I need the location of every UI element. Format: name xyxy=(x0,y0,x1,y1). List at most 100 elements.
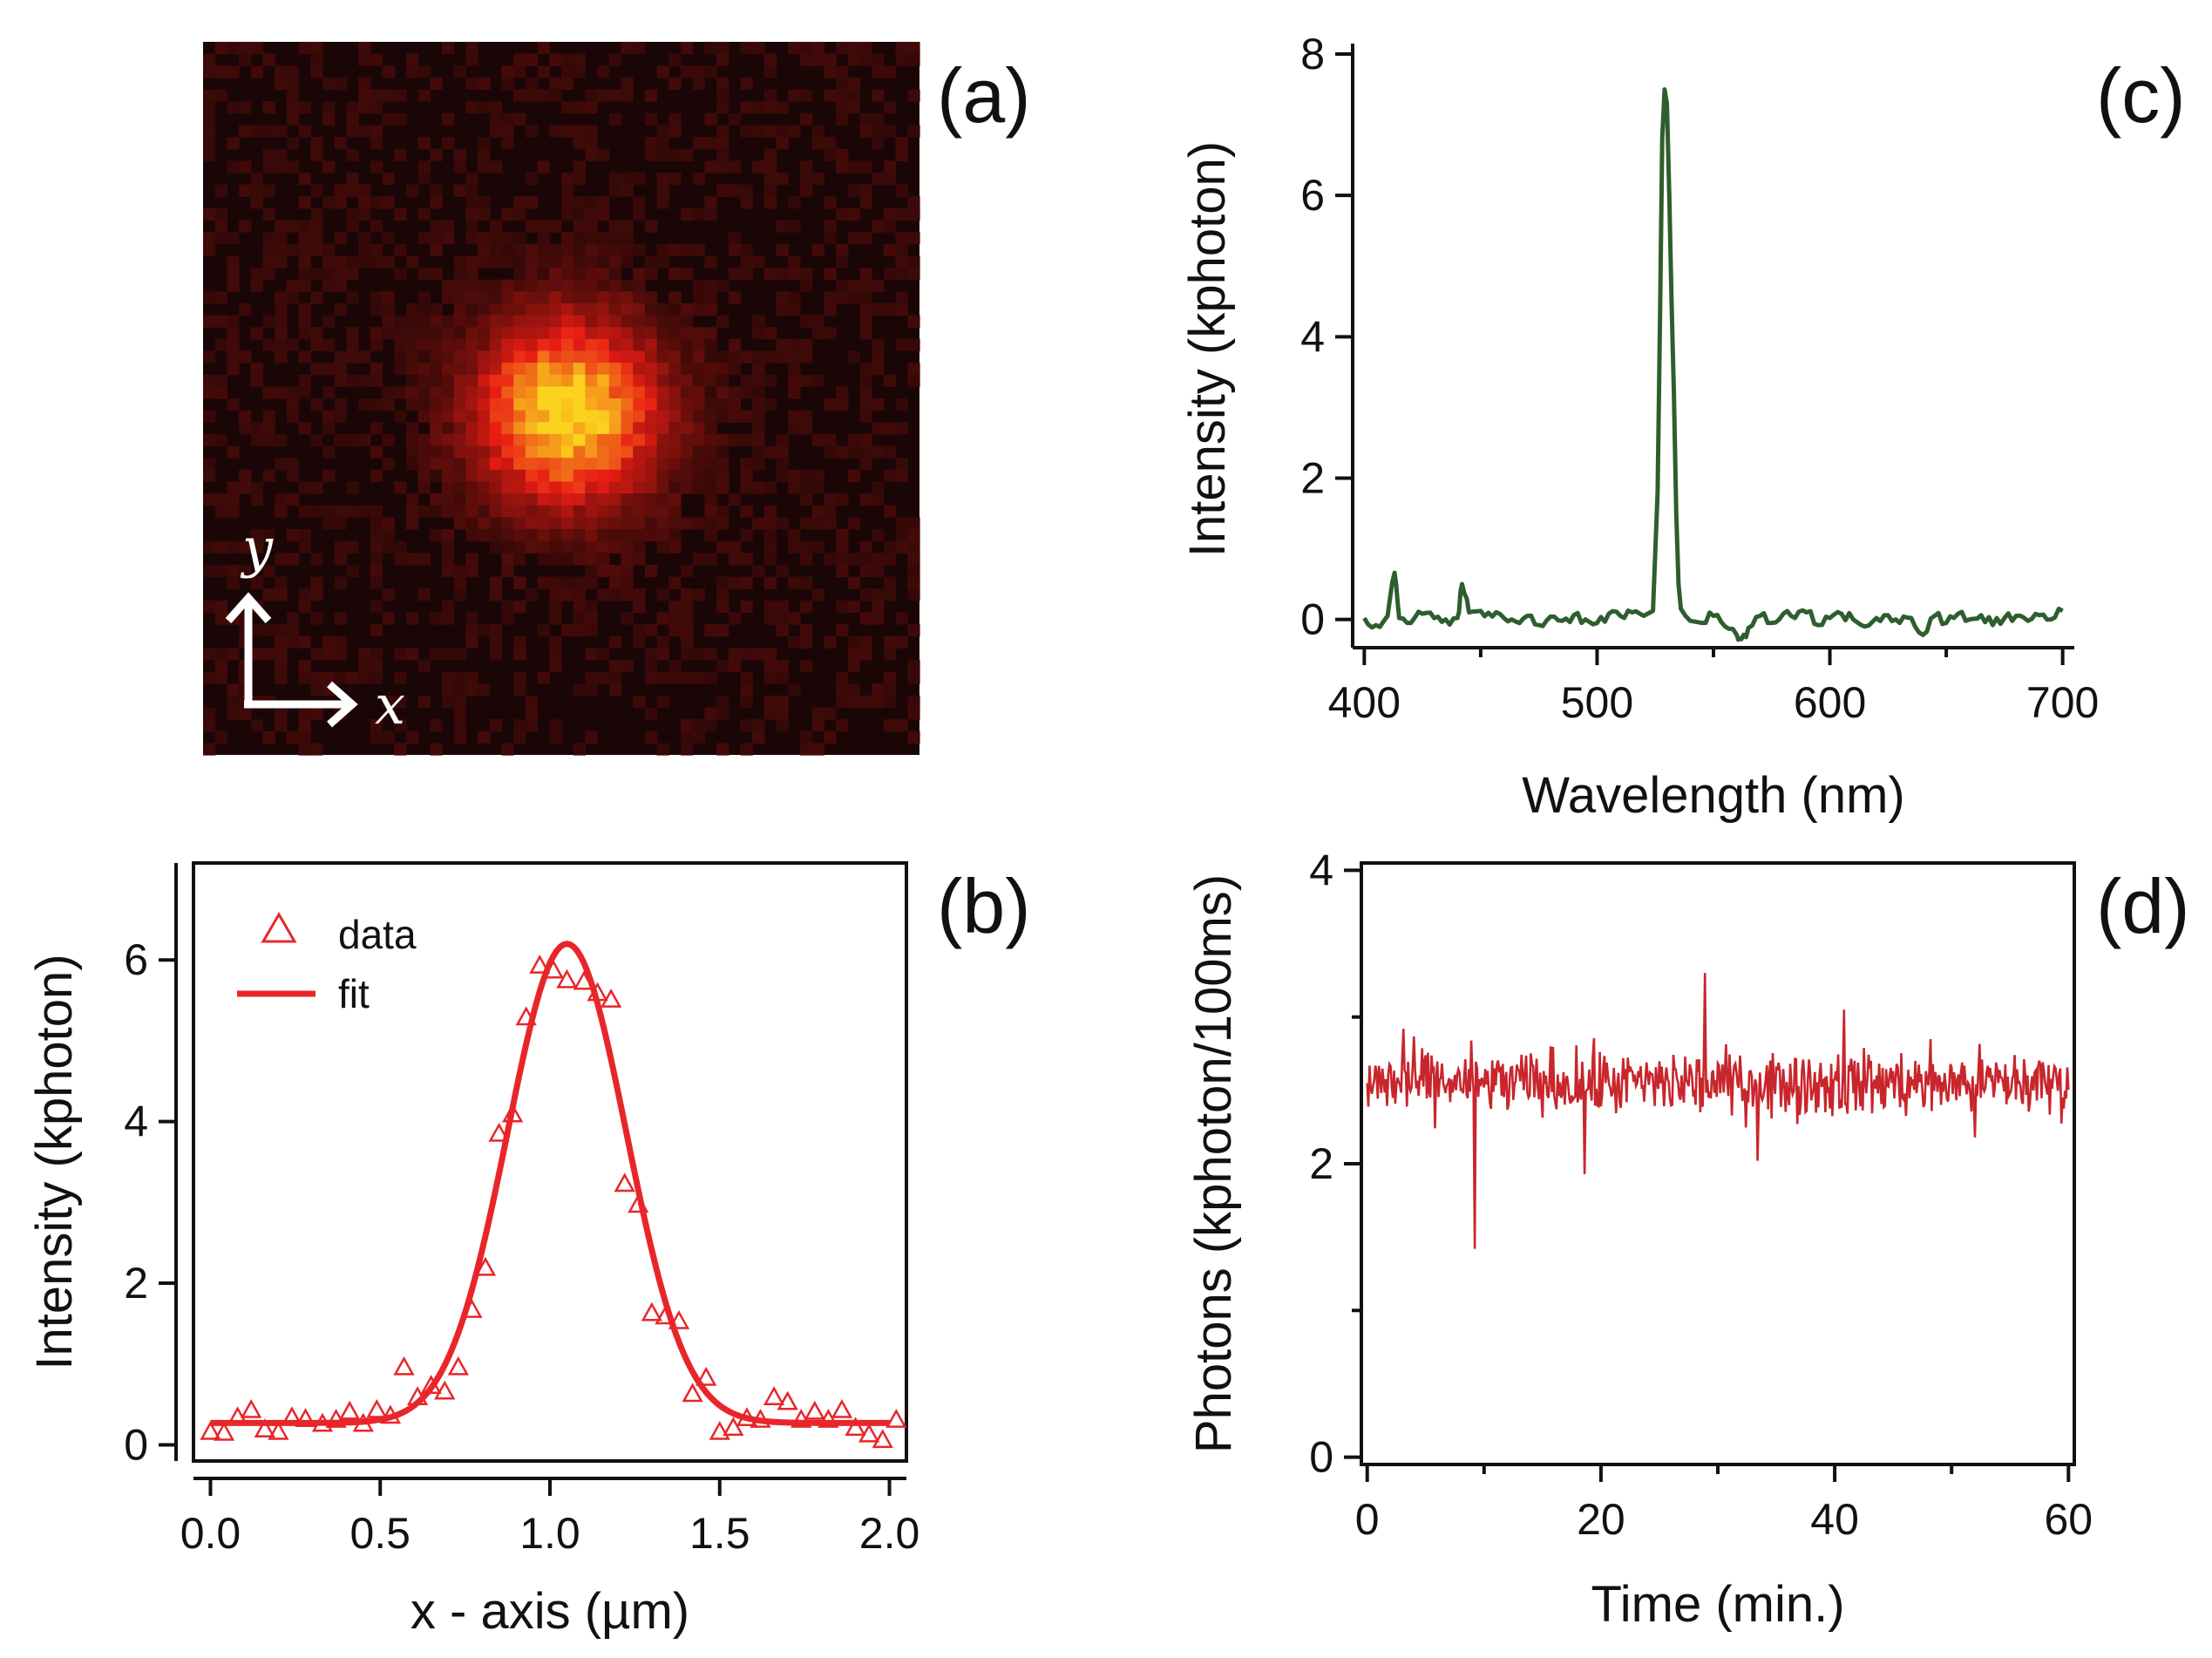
image-pixel xyxy=(895,42,908,55)
image-pixel xyxy=(907,588,920,601)
image-pixel xyxy=(513,671,526,684)
image-pixel xyxy=(597,232,610,245)
image-pixel xyxy=(859,458,872,471)
image-pixel xyxy=(262,315,275,328)
image-pixel xyxy=(895,422,908,435)
image-pixel xyxy=(465,255,478,268)
data-point xyxy=(311,1412,334,1432)
image-pixel xyxy=(907,707,920,720)
image-pixel xyxy=(465,481,478,494)
image-pixel xyxy=(394,695,407,709)
image-pixel xyxy=(621,445,634,459)
image-pixel xyxy=(405,517,419,530)
image-pixel xyxy=(740,386,753,399)
image-pixel xyxy=(597,302,610,316)
image-pixel xyxy=(800,540,813,554)
image-pixel xyxy=(442,279,455,292)
image-pixel xyxy=(478,410,491,423)
panel-label-c: (c) xyxy=(2096,52,2186,139)
image-pixel xyxy=(250,42,264,55)
image-pixel xyxy=(633,350,646,364)
image-pixel xyxy=(203,207,216,221)
image-pixel xyxy=(585,576,598,589)
image-pixel xyxy=(203,243,216,256)
image-pixel xyxy=(262,469,275,483)
image-pixel xyxy=(275,624,288,637)
image-pixel xyxy=(405,53,419,66)
image-pixel xyxy=(597,291,610,304)
image-pixel xyxy=(501,112,514,126)
image-pixel xyxy=(608,659,622,673)
image-pixel xyxy=(537,505,550,518)
image-pixel xyxy=(370,469,383,483)
image-pixel xyxy=(883,243,897,256)
image-pixel xyxy=(405,648,419,661)
image-pixel xyxy=(836,398,849,411)
image-pixel xyxy=(811,125,824,138)
image-pixel xyxy=(573,243,586,256)
image-pixel xyxy=(334,517,347,530)
image-pixel xyxy=(800,600,813,613)
image-pixel xyxy=(656,493,669,506)
image-pixel xyxy=(585,648,598,661)
image-pixel xyxy=(883,220,897,233)
image-pixel xyxy=(370,160,383,173)
image-pixel xyxy=(883,160,897,173)
image-pixel xyxy=(656,398,669,411)
image-pixel xyxy=(585,481,598,494)
image-pixel xyxy=(334,232,347,245)
image-pixel xyxy=(847,600,861,613)
image-pixel xyxy=(358,255,371,268)
image-pixel xyxy=(537,469,550,483)
image-pixel xyxy=(489,624,503,637)
legend-data-marker xyxy=(261,912,297,943)
image-pixel xyxy=(644,517,658,530)
image-pixel xyxy=(525,279,539,292)
image-pixel xyxy=(203,743,216,756)
image-pixel xyxy=(478,255,491,268)
image-pixel xyxy=(382,302,395,316)
image-pixel xyxy=(262,160,275,173)
image-pixel xyxy=(525,422,539,435)
image-pixel xyxy=(847,695,861,709)
data-point xyxy=(777,1390,798,1410)
image-pixel xyxy=(239,350,252,364)
image-pixel xyxy=(417,553,431,566)
image-pixel xyxy=(847,184,861,197)
image-pixel xyxy=(859,291,872,304)
image-pixel xyxy=(346,184,359,197)
image-pixel xyxy=(286,65,300,78)
y-tick-label: 4 xyxy=(1309,846,1333,894)
image-pixel xyxy=(608,458,622,471)
image-pixel xyxy=(573,220,586,233)
image-pixel xyxy=(585,469,598,483)
image-pixel xyxy=(430,315,443,328)
image-pixel xyxy=(824,553,837,566)
image-pixel xyxy=(250,125,264,138)
image-pixel xyxy=(310,327,323,340)
image-pixel xyxy=(430,350,443,364)
image-pixel xyxy=(907,564,920,578)
image-pixel xyxy=(704,112,717,126)
image-pixel xyxy=(608,433,622,447)
image-pixel xyxy=(382,315,395,328)
image-pixel xyxy=(883,683,897,696)
image-pixel xyxy=(788,528,801,542)
image-pixel xyxy=(585,125,598,138)
image-pixel xyxy=(250,576,264,589)
image-pixel xyxy=(859,196,872,209)
image-pixel xyxy=(549,327,562,340)
image-pixel xyxy=(489,481,503,494)
image-pixel xyxy=(442,338,455,352)
image-pixel xyxy=(489,232,503,245)
image-pixel xyxy=(585,268,598,281)
image-pixel xyxy=(824,505,837,518)
image-pixel xyxy=(668,433,682,447)
image-pixel xyxy=(895,338,908,352)
image-pixel xyxy=(656,517,669,530)
image-pixel xyxy=(442,137,455,150)
image-pixel xyxy=(203,386,216,399)
image-pixel xyxy=(453,458,466,471)
image-pixel xyxy=(417,481,431,494)
